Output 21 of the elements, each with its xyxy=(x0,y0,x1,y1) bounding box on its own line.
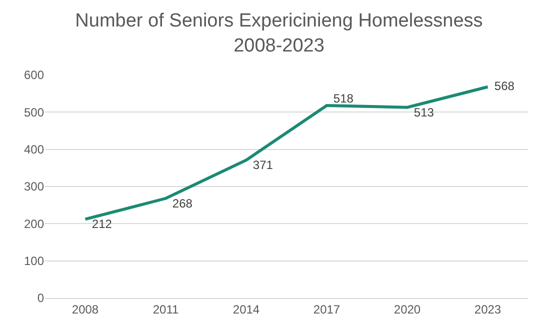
y-tick-label: 100 xyxy=(24,254,44,268)
chart-title: Number of Seniors Expericinieng Homelessness 2008-2023 xyxy=(75,10,483,56)
x-tick-label: 2017 xyxy=(313,302,340,316)
x-tick-label: 2020 xyxy=(394,302,421,316)
y-tick-label: 600 xyxy=(24,68,44,82)
y-tick-label: 200 xyxy=(24,216,44,231)
data-label: 268 xyxy=(166,196,193,210)
data-label: 212 xyxy=(85,217,112,232)
data-label: 513 xyxy=(407,105,434,120)
y-tick-label: 0 xyxy=(37,291,44,306)
data-label: 371 xyxy=(246,158,274,172)
x-tick-label: 2014 xyxy=(232,302,260,316)
x-tick-label: 2023 xyxy=(474,302,502,316)
x-tick-label: 2011 xyxy=(152,302,179,316)
line-series xyxy=(84,85,490,221)
x-tick-label: 2008 xyxy=(72,302,99,316)
data-label: 518 xyxy=(326,91,354,106)
y-tick-label: 300 xyxy=(24,180,44,194)
y-tick-label: 400 xyxy=(24,142,44,157)
y-tick-label: 500 xyxy=(24,105,44,120)
data-label: 568 xyxy=(488,78,515,93)
